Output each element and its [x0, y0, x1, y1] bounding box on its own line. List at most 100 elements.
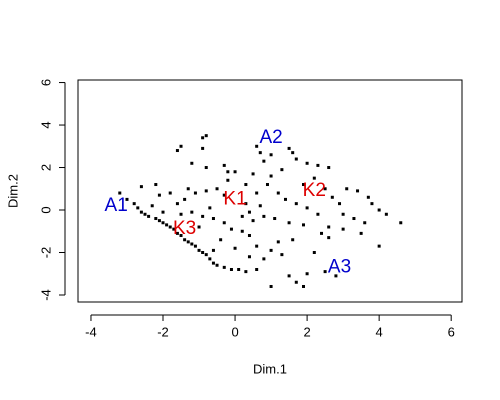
- point: [197, 248, 201, 252]
- point: [262, 214, 266, 218]
- point: [359, 231, 363, 235]
- point: [197, 225, 201, 229]
- point: [384, 212, 388, 216]
- point: [208, 257, 212, 261]
- point: [341, 227, 345, 231]
- point: [183, 197, 187, 201]
- x-tick-label: -4: [85, 324, 97, 339]
- point: [215, 187, 219, 191]
- point: [186, 240, 190, 244]
- point: [330, 195, 334, 199]
- point: [147, 214, 151, 218]
- point: [334, 274, 338, 278]
- y-tick-label: 2: [38, 164, 53, 171]
- point: [276, 240, 280, 244]
- point: [244, 183, 248, 187]
- point: [269, 248, 273, 252]
- point: [291, 238, 295, 242]
- point: [370, 202, 374, 206]
- point: [327, 225, 331, 229]
- point: [226, 178, 230, 182]
- point: [229, 267, 233, 271]
- point: [294, 202, 298, 206]
- point: [179, 234, 183, 238]
- point: [222, 221, 226, 225]
- point: [255, 267, 259, 271]
- point: [377, 208, 381, 212]
- point: [190, 210, 194, 214]
- point: [222, 193, 226, 197]
- point: [211, 261, 215, 265]
- y-tick-label: 4: [38, 121, 53, 128]
- point: [258, 204, 262, 208]
- point: [215, 263, 219, 267]
- point: [294, 280, 298, 284]
- point: [258, 151, 262, 155]
- point: [179, 212, 183, 216]
- point: [312, 251, 316, 255]
- point: [201, 251, 205, 255]
- point: [251, 172, 255, 176]
- point: [139, 210, 143, 214]
- x-tick-label: 0: [231, 324, 238, 339]
- point: [240, 214, 244, 218]
- point: [219, 238, 223, 242]
- point: [240, 229, 244, 233]
- point: [287, 274, 291, 278]
- point: [168, 225, 172, 229]
- annotation: A1: [105, 195, 128, 216]
- point: [139, 185, 143, 189]
- x-tick-label: 6: [448, 324, 455, 339]
- point: [125, 197, 129, 201]
- point: [247, 210, 251, 214]
- x-tick-label: 2: [303, 324, 310, 339]
- point: [341, 212, 345, 216]
- point: [366, 195, 370, 199]
- point: [269, 174, 273, 178]
- point: [193, 244, 197, 248]
- point: [399, 221, 403, 225]
- point: [251, 219, 255, 223]
- point: [323, 270, 327, 274]
- point: [175, 149, 179, 153]
- point: [323, 187, 327, 191]
- point: [175, 231, 179, 235]
- point: [352, 217, 356, 221]
- point: [211, 248, 215, 252]
- point: [269, 153, 273, 157]
- point: [320, 231, 324, 235]
- point: [305, 272, 309, 276]
- point: [201, 214, 205, 218]
- plot-box: [77, 79, 463, 303]
- point: [233, 246, 237, 250]
- point: [262, 159, 266, 163]
- point: [193, 191, 197, 195]
- point: [190, 161, 194, 165]
- point: [154, 217, 158, 221]
- annotation: A3: [328, 256, 351, 277]
- point: [327, 166, 331, 170]
- point: [157, 219, 161, 223]
- point: [291, 151, 295, 155]
- point: [287, 221, 291, 225]
- point: [255, 244, 259, 248]
- point: [132, 202, 136, 206]
- point: [175, 202, 179, 206]
- point: [276, 191, 280, 195]
- point: [273, 217, 277, 221]
- point: [157, 193, 161, 197]
- point: [150, 204, 154, 208]
- point: [204, 189, 208, 193]
- point: [247, 255, 251, 259]
- y-tick-label: 0: [38, 206, 53, 213]
- point: [312, 176, 316, 180]
- point: [345, 187, 349, 191]
- point: [172, 227, 176, 231]
- point: [186, 187, 190, 191]
- point: [262, 257, 266, 261]
- point: [222, 265, 226, 269]
- point: [255, 144, 259, 148]
- point: [204, 253, 208, 257]
- point: [226, 170, 230, 174]
